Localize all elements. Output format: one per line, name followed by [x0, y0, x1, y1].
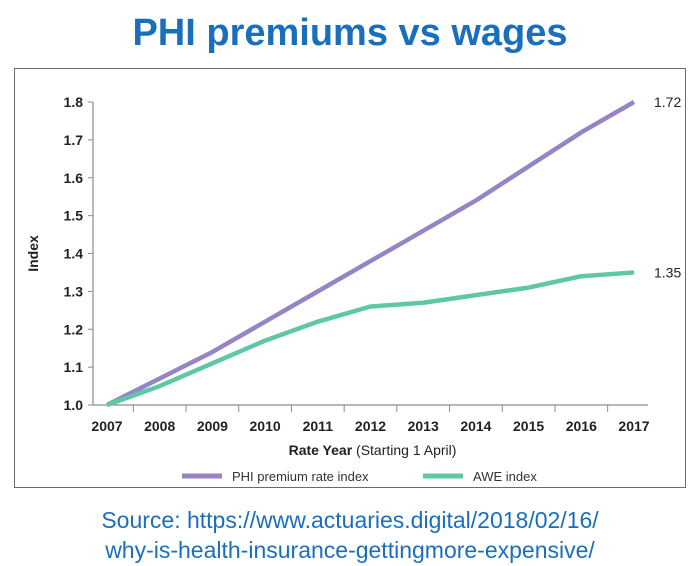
y-tick-label: 1.2 [64, 321, 84, 337]
y-tick-label: 1.6 [64, 170, 84, 186]
x-tick-label: 2015 [513, 418, 544, 434]
x-tick-label: 2010 [250, 418, 281, 434]
y-tick-label: 1.8 [64, 94, 84, 110]
chart-frame [14, 68, 686, 488]
legend-label: AWE index [473, 469, 537, 484]
x-tick-label: 2014 [460, 418, 491, 434]
y-tick-label: 1.3 [64, 283, 84, 299]
series-line-1 [106, 270, 635, 408]
x-tick-label: 2008 [144, 418, 175, 434]
x-tick-label: 2007 [91, 418, 122, 434]
series-line-0 [105, 100, 636, 408]
x-tick-label: 2013 [408, 418, 439, 434]
y-tick-label: 1.5 [64, 208, 84, 224]
line-chart: 1.0 1.1 1.2 1.3 1.4 1.5 1.6 1.7 1.8 2007 2008 2009 2… [25, 94, 681, 484]
end-label: 1.72 [654, 94, 681, 110]
end-label: 1.35 [654, 264, 681, 280]
y-axis-label: Index [25, 235, 41, 272]
x-axis-label: Rate Year (Starting 1 April) [289, 442, 457, 458]
y-tick-label: 1.1 [64, 359, 84, 375]
source-line-2[interactable]: why-is-health-insurance-gettingmore-expe… [105, 537, 595, 563]
legend-label: PHI premium rate index [232, 469, 369, 484]
x-tick-label: 2009 [197, 418, 228, 434]
x-tick-label: 2012 [355, 418, 386, 434]
y-tick-label: 1.7 [64, 132, 84, 148]
x-tick-label: 2017 [618, 418, 649, 434]
y-tick-label: 1.0 [64, 397, 84, 413]
y-tick-label: 1.4 [64, 246, 84, 262]
x-tick-label: 2011 [303, 418, 334, 434]
chart-title: PHI premiums vs wages [132, 12, 568, 54]
source-line-1[interactable]: Source: https://www.actuaries.digital/20… [101, 507, 599, 533]
x-tick-label: 2016 [566, 418, 597, 434]
